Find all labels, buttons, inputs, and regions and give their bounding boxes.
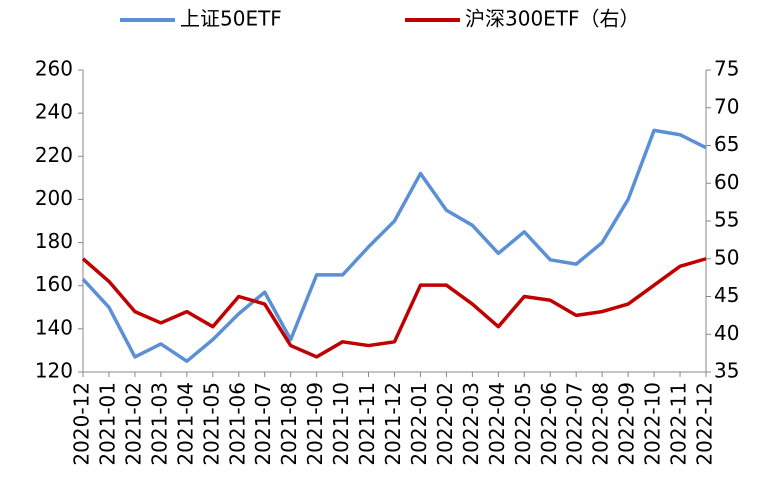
x-tick-label: 2021-08	[277, 382, 301, 466]
x-tick-label: 2021-04	[173, 382, 197, 466]
series-line	[81, 257, 707, 359]
x-tick-label: 2022-05	[511, 382, 535, 466]
y2-tick-label: 55	[714, 208, 739, 232]
y-tick-label: 180	[35, 229, 73, 253]
y2-tick-label: 35	[714, 359, 739, 383]
x-tick-label: 2021-02	[121, 382, 145, 466]
x-tick-label: 2022-10	[641, 382, 665, 466]
x-tick-label: 2021-06	[225, 382, 249, 466]
x-tick-label: 2022-06	[537, 382, 561, 466]
x-tick-label: 2022-08	[589, 382, 613, 466]
x-tick-label: 2022-02	[433, 382, 457, 466]
y-tick-label: 120	[35, 359, 73, 383]
y2-tick-label: 65	[714, 132, 739, 156]
series-line	[81, 128, 707, 363]
y2-tick-label: 50	[714, 245, 739, 269]
x-tick-label: 2022-04	[485, 382, 509, 466]
y2-tick-label: 60	[714, 170, 739, 194]
x-tick-label: 2021-12	[381, 382, 405, 466]
y2-tick-label: 45	[714, 283, 739, 307]
x-tick-label: 2022-01	[407, 382, 431, 466]
legend-label: 上证50ETF	[180, 7, 282, 31]
y-tick-label: 240	[35, 100, 73, 124]
x-tick-label: 2021-09	[303, 382, 327, 466]
y2-tick-label: 40	[714, 321, 739, 345]
y-tick-label: 220	[35, 143, 73, 167]
x-tick-label: 2020-12	[70, 382, 94, 466]
x-tick-label: 2021-03	[147, 382, 171, 466]
x-tick-label: 2022-07	[563, 382, 587, 466]
y-tick-label: 200	[35, 186, 73, 210]
y-tick-label: 260	[35, 57, 73, 81]
y-tick-label: 160	[35, 272, 73, 296]
x-tick-label: 2021-10	[329, 382, 353, 466]
legend-label: 沪深300ETF（右）	[465, 7, 640, 31]
x-tick-label: 2021-01	[95, 382, 119, 466]
x-tick-label: 2022-03	[459, 382, 483, 466]
x-tick-label: 2021-11	[355, 382, 379, 466]
x-tick-label: 2021-07	[251, 382, 275, 466]
x-tick-label: 2022-12	[693, 382, 717, 466]
x-tick-label: 2021-05	[199, 382, 223, 466]
y2-tick-label: 75	[714, 57, 739, 81]
y-tick-label: 140	[35, 315, 73, 339]
x-tick-label: 2022-09	[615, 382, 639, 466]
x-tick-label: 2022-11	[667, 382, 691, 466]
y2-tick-label: 70	[714, 94, 739, 118]
